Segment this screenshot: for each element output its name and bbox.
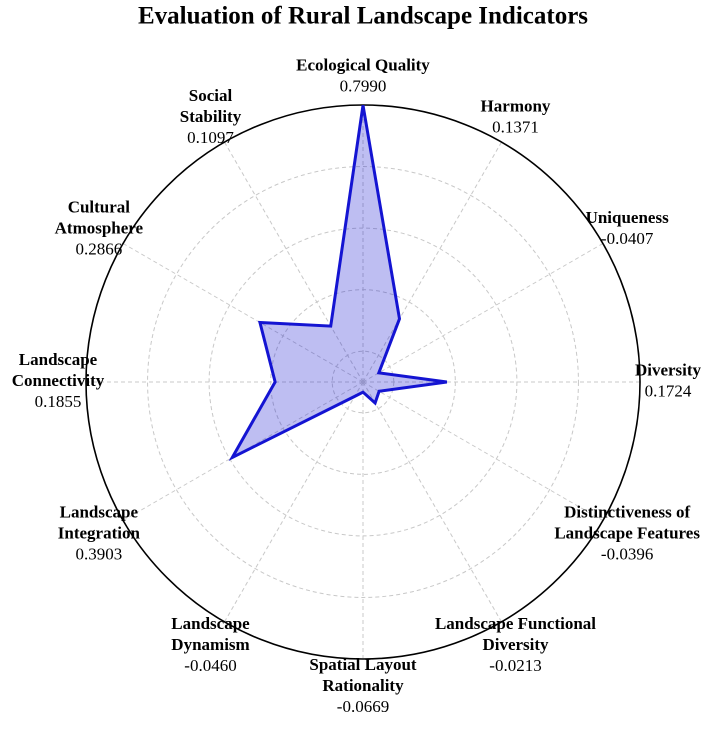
category-label: Atmosphere — [55, 218, 144, 237]
category-label: Spatial Layout — [309, 655, 417, 674]
value-label: 0.2866 — [75, 239, 122, 258]
category-label: Social — [189, 86, 233, 105]
category-label: Landscape Functional — [435, 614, 596, 633]
category-label: Ecological Quality — [296, 55, 430, 74]
value-label: 0.7990 — [340, 76, 387, 95]
category-label: Diversity — [635, 360, 702, 379]
category-label: Diversity — [482, 635, 549, 654]
value-label: -0.0396 — [601, 544, 653, 563]
grid-circle — [147, 166, 579, 598]
value-label: 0.1724 — [645, 381, 692, 400]
value-label: -0.0407 — [601, 229, 654, 248]
value-label: -0.0213 — [489, 656, 541, 675]
value-label: -0.0669 — [337, 697, 389, 716]
category-label: Harmony — [481, 96, 551, 115]
category-label: Landscape — [19, 350, 98, 369]
category-label: Landscape Features — [554, 523, 700, 542]
category-label: Integration — [58, 523, 141, 542]
category-label: Uniqueness — [586, 208, 670, 227]
category-label: Dynamism — [171, 635, 249, 654]
value-label: 0.3903 — [75, 544, 122, 563]
value-label: 0.1855 — [35, 392, 82, 411]
radar-area — [228, 105, 448, 461]
value-label: 0.1371 — [492, 117, 539, 136]
value-label: -0.0460 — [184, 656, 236, 675]
value-label: 0.1097 — [187, 128, 234, 147]
category-label: Landscape — [171, 614, 250, 633]
chart-title: Evaluation of Rural Landscape Indicators — [138, 3, 588, 30]
grid-circle — [208, 227, 518, 537]
category-label: Stability — [180, 107, 242, 126]
category-label: Cultural — [68, 197, 131, 216]
category-label: Landscape — [60, 502, 139, 521]
category-label: Rationality — [322, 676, 404, 695]
outer-circle — [85, 104, 641, 660]
category-label: Distinctiveness of — [564, 502, 690, 521]
category-label: Connectivity — [12, 371, 105, 390]
